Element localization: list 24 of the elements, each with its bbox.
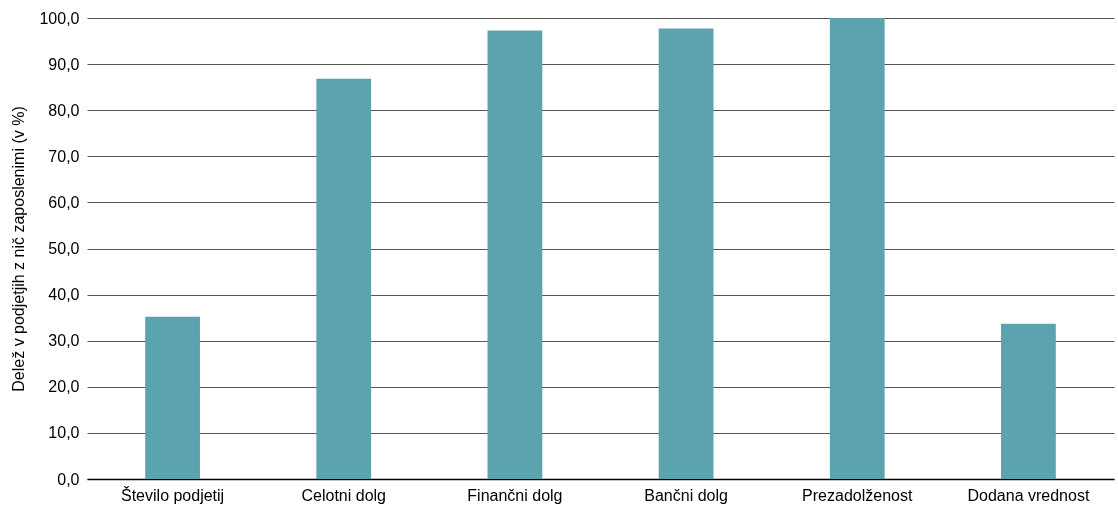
- y-tick-label: 80,0: [48, 101, 80, 119]
- x-tick-label: Finančni dolg: [467, 486, 563, 504]
- bar: [658, 28, 714, 479]
- x-tick-label: Število podjetij: [121, 485, 225, 504]
- x-tick-label: Celotni dolg: [301, 486, 386, 504]
- y-tick-label: 50,0: [48, 240, 80, 257]
- y-tick-label: 0,0: [57, 470, 80, 488]
- x-tick-label: Dodana vrednost: [967, 486, 1090, 504]
- bar: [316, 78, 372, 479]
- y-tick-label: 20,0: [48, 378, 80, 396]
- bar: [145, 316, 200, 479]
- y-tick-label: 100,0: [39, 9, 80, 27]
- y-tick-label: 10,0: [48, 424, 80, 442]
- bar: [487, 30, 543, 479]
- y-tick-label: 40,0: [48, 286, 80, 304]
- y-tick-label: 90,0: [48, 55, 80, 73]
- x-tick-label: Bančni dolg: [644, 486, 728, 504]
- bar: [829, 18, 885, 479]
- y-tick-label: 70,0: [48, 147, 80, 165]
- bar: [1001, 323, 1056, 479]
- y-tick-label: 60,0: [48, 193, 80, 211]
- x-tick-label: Prezadolženost: [802, 486, 913, 504]
- y-tick-label: 30,0: [48, 332, 80, 350]
- y-axis-title: Delež v podjetjih z nič zaposlenimi (v %): [10, 106, 28, 392]
